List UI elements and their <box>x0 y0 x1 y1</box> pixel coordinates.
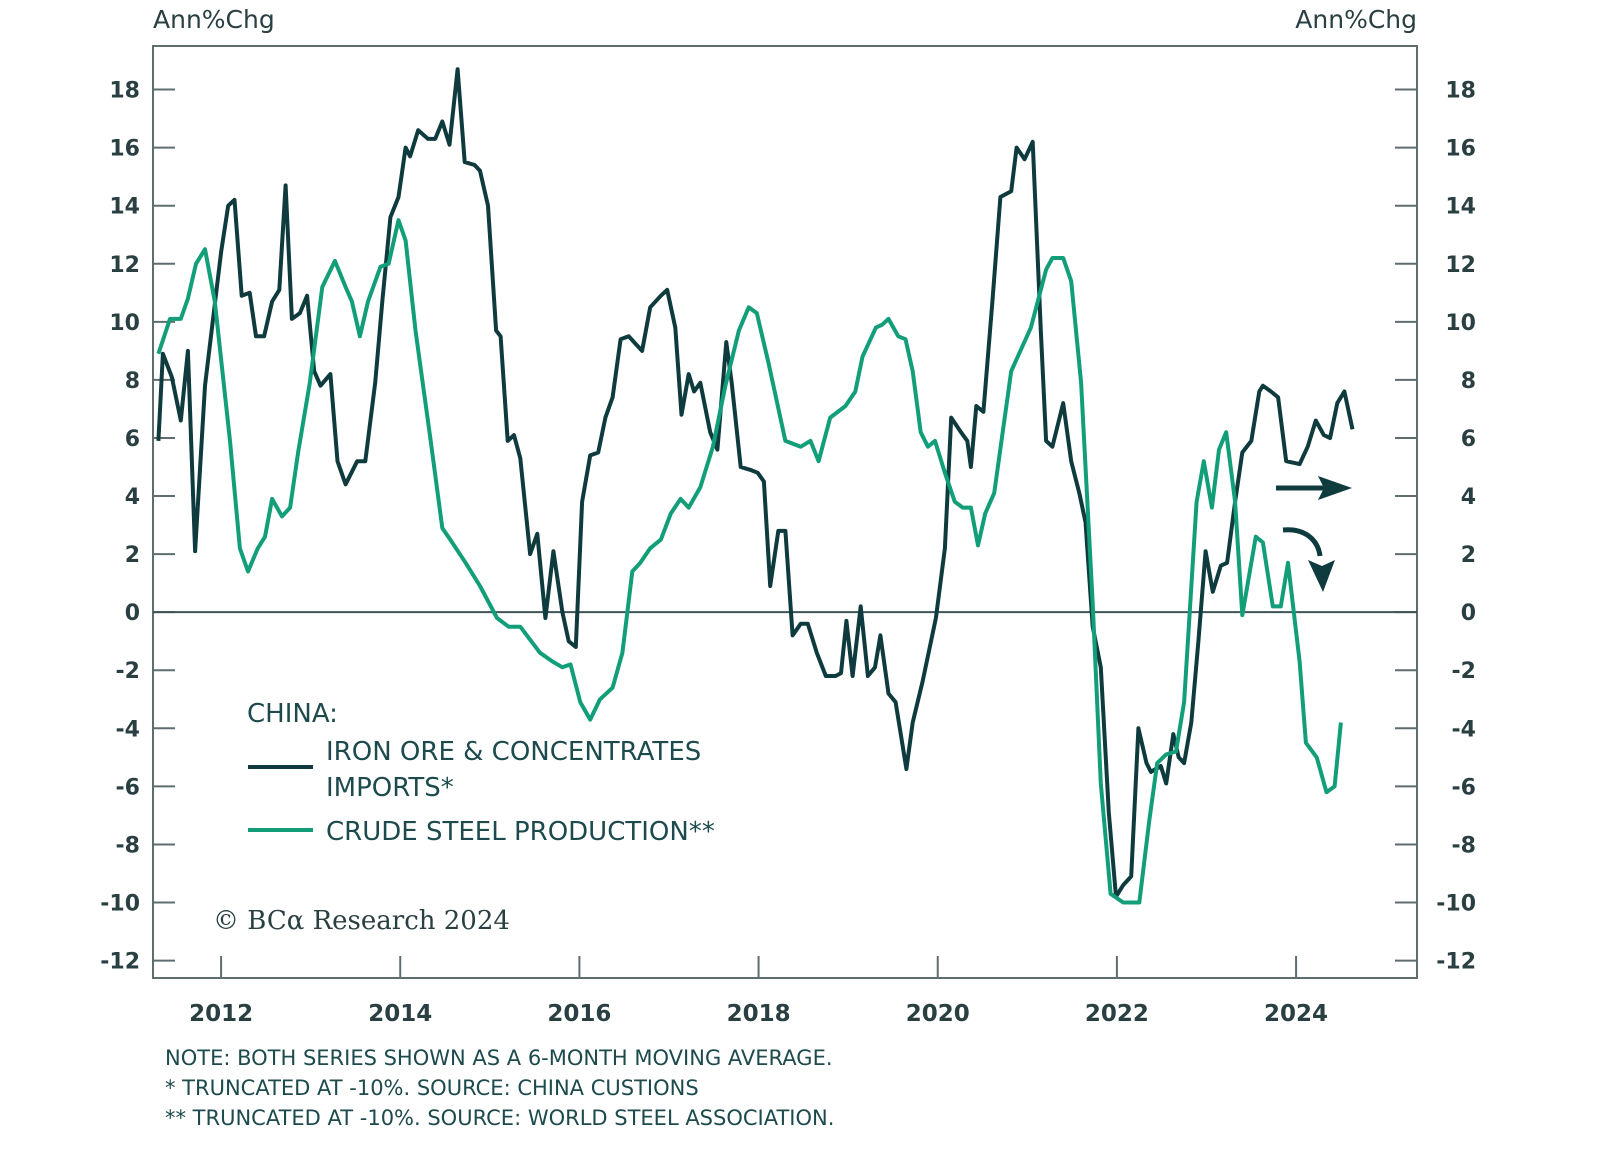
y-tick-label-right: 12 <box>1445 253 1476 278</box>
x-tick-label: 2022 <box>1085 1001 1149 1027</box>
y-tick-label-left: -8 <box>116 833 140 858</box>
legend-steel: CRUDE STEEL PRODUCTION** <box>326 817 715 847</box>
y-tick-label-right: 0 <box>1461 601 1476 626</box>
x-tick-label: 2024 <box>1264 1001 1328 1027</box>
y-tick-label-left: -6 <box>116 775 140 800</box>
y-tick-label-right: 16 <box>1445 137 1476 162</box>
legend-iron-ore-line1: IRON ORE & CONCENTRATES <box>326 737 701 767</box>
y-tick-label-left: -12 <box>100 950 140 975</box>
note-3: ** TRUNCATED AT -10%. SOURCE: WORLD STEE… <box>165 1106 834 1130</box>
x-tick-label: 2016 <box>547 1001 611 1027</box>
y-tick-label-left: -10 <box>100 892 140 917</box>
y-tick-label-left: 12 <box>109 253 140 278</box>
y-tick-label-right: -6 <box>1452 775 1476 800</box>
y-tick-label-right: -12 <box>1436 950 1476 975</box>
y-tick-label-right: 2 <box>1461 543 1476 568</box>
plot-frame <box>152 45 1418 979</box>
note-1: NOTE: BOTH SERIES SHOWN AS A 6-MONTH MOV… <box>165 1046 833 1070</box>
y-tick-label-right: 8 <box>1461 369 1476 394</box>
series-lines <box>156 67 1355 905</box>
y-tick-label-left: 10 <box>109 311 140 336</box>
copyright-logo: © BCα Research 2024 <box>213 906 510 936</box>
y-tick-label-left: 0 <box>125 601 140 626</box>
left-axis-label: Ann%Chg <box>153 5 275 34</box>
y-tick-label-right: -4 <box>1452 717 1476 742</box>
y-tick-label-right: -8 <box>1452 833 1476 858</box>
arrow-right-annotation <box>1276 476 1352 500</box>
y-tick-label-left: 16 <box>109 137 140 162</box>
x-tick-label: 2014 <box>368 1001 432 1027</box>
y-tick-label-right: -2 <box>1452 659 1476 684</box>
y-tick-label-right: 10 <box>1445 311 1476 336</box>
arrow-curved-down-annotation <box>1282 527 1335 592</box>
x-tick-label: 2020 <box>906 1001 970 1027</box>
y-tick-label-left: 2 <box>125 543 140 568</box>
x-tick-label: 2012 <box>189 1001 253 1027</box>
legend-iron-ore-line2: IMPORTS* <box>326 773 454 803</box>
right-axis-label: Ann%Chg <box>1295 5 1417 34</box>
y-tick-label-left: 18 <box>109 79 140 104</box>
x-tick-label: 2018 <box>727 1001 791 1027</box>
y-tick-label-right: 6 <box>1461 427 1476 452</box>
y-tick-label-left: -2 <box>116 659 140 684</box>
y-tick-label-left: 6 <box>125 427 140 452</box>
legend: CHINA: IRON ORE & CONCENTRATES IMPORTS* … <box>247 699 715 847</box>
y-tick-label-left: -4 <box>116 717 140 742</box>
y-tick-label-right: 14 <box>1445 195 1476 220</box>
y-tick-label-right: -10 <box>1436 892 1476 917</box>
y-tick-label-left: 8 <box>125 369 140 394</box>
crude-steel-production-line <box>156 218 1343 905</box>
iron-ore-imports-line <box>156 67 1355 899</box>
note-2: * TRUNCATED AT -10%. SOURCE: CHINA CUSTI… <box>165 1076 699 1100</box>
y-tick-label-right: 18 <box>1445 79 1476 104</box>
y-tick-label-left: 14 <box>109 195 140 220</box>
axes: -12 -12 -10 -10 -8 -8 -6 -6 -4 -4 -2 -2 0 0 2 2 4 4 6 6 8 8 10… <box>100 79 1476 1027</box>
legend-title: CHINA: <box>247 699 338 729</box>
y-tick-label-right: 4 <box>1461 485 1476 510</box>
y-tick-label-left: 4 <box>125 485 140 510</box>
